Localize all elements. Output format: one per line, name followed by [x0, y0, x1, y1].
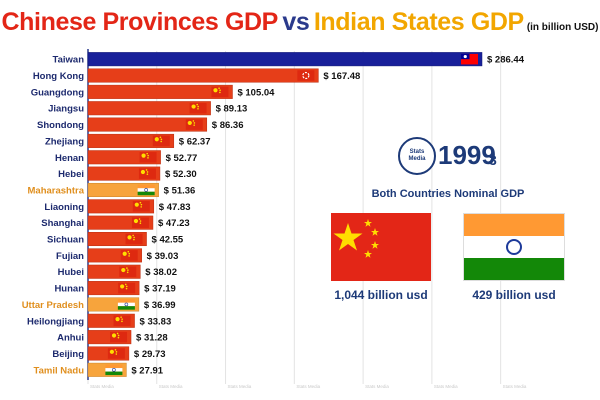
category-label: Heilongjiang [27, 316, 84, 327]
grid-watermark-label: Stats Media [228, 384, 252, 389]
category-label: Guangdong [31, 87, 84, 98]
india-flag-icon [105, 364, 123, 376]
bars: Taiwan $ 286.44 Hong Kong $ 167.48 Guangdong… [22, 49, 525, 380]
bar-guangdong [87, 84, 233, 99]
category-label: Taiwan [53, 55, 85, 66]
china-flag-icon [189, 102, 207, 114]
value-label: $ 29.73 [134, 349, 166, 360]
bar-taiwan [87, 52, 483, 67]
category-label: Sichuan [47, 235, 84, 246]
category-label: Hebei [58, 169, 84, 180]
value-label: $ 52.30 [165, 169, 197, 180]
china-flag-icon [119, 266, 137, 277]
category-label: Hong Kong [33, 71, 84, 82]
category-label: Zhejiang [45, 136, 84, 147]
value-label: $ 27.91 [131, 365, 163, 376]
bar-jiangsu [87, 101, 211, 116]
value-label: $ 167.48 [323, 71, 360, 82]
category-label: Hunan [54, 284, 84, 295]
taiwan-flag-icon [461, 53, 478, 65]
value-label: $ 86.36 [212, 120, 244, 131]
grid-watermark-label: Stats Media [365, 384, 389, 389]
china-flag-icon [185, 119, 203, 130]
china-flag-icon [110, 331, 128, 343]
value-label: $ 38.02 [145, 267, 177, 278]
title-china-part: Chinese Provinces GDP [1, 8, 279, 36]
value-label: $ 89.13 [216, 104, 248, 115]
china-flag-icon [125, 233, 143, 245]
value-label: $ 105.04 [237, 87, 275, 98]
china-flag-icon [152, 135, 170, 147]
grid-watermark-label: Stats Media [296, 384, 320, 389]
grid-watermark-label: Stats Media [503, 384, 527, 389]
bar-shondong [87, 117, 208, 132]
value-label: $ 42.55 [152, 235, 184, 246]
china-flag-icon [118, 282, 136, 294]
india-flag-icon [117, 299, 135, 310]
category-label: Liaoning [44, 202, 84, 213]
chart-title: Chinese Provinces GDP vs Indian States G… [0, 4, 600, 46]
category-label: Beijing [52, 349, 84, 360]
category-label: Shondong [37, 120, 84, 131]
india-flag-icon [137, 184, 155, 196]
grid-watermark-label: Stats Media [434, 384, 458, 389]
grid-watermark-label: Stats Media [90, 384, 114, 389]
category-label: Tamil Nadu [34, 365, 85, 376]
china-flag-icon [139, 152, 157, 163]
category-label: Anhui [57, 333, 84, 344]
category-label: Henan [55, 153, 84, 164]
value-label: $ 62.37 [179, 136, 211, 147]
hongkong-flag-icon [297, 70, 315, 81]
category-label: Shanghai [41, 218, 84, 229]
china-flag-icon [132, 201, 150, 212]
value-label: $ 37.19 [144, 284, 176, 295]
value-label: $ 51.36 [164, 185, 196, 196]
value-label: $ 47.83 [159, 202, 191, 213]
china-flag-icon [131, 217, 149, 228]
category-label: Uttar Pradesh [22, 300, 84, 311]
value-label: $ 286.44 [487, 55, 525, 66]
title-india-part: Indian States GDP [313, 8, 524, 36]
value-label: $ 47.23 [158, 218, 190, 229]
value-label: $ 39.03 [147, 251, 179, 262]
category-label: Jiangsu [48, 104, 84, 115]
china-flag-icon [113, 315, 131, 327]
china-flag-icon [120, 250, 138, 261]
value-label: $ 36.99 [144, 300, 176, 311]
category-label: Hubei [58, 267, 84, 278]
value-label: $ 31.28 [136, 333, 168, 344]
title-vs-part: vs [282, 8, 310, 36]
china-flag-icon [211, 86, 229, 98]
china-flag-icon [138, 168, 156, 179]
category-label: Maharashtra [28, 185, 85, 196]
bar-zhejiang [87, 133, 175, 148]
title-unit: (in billion USD) [526, 22, 599, 33]
bar-hong-kong [87, 68, 319, 83]
value-label: $ 33.83 [140, 316, 172, 327]
china-flag-icon [107, 348, 125, 359]
value-label: $ 52.77 [166, 153, 198, 164]
grid-watermark-label: Stats Media [159, 384, 183, 389]
category-label: Fujian [56, 251, 84, 262]
